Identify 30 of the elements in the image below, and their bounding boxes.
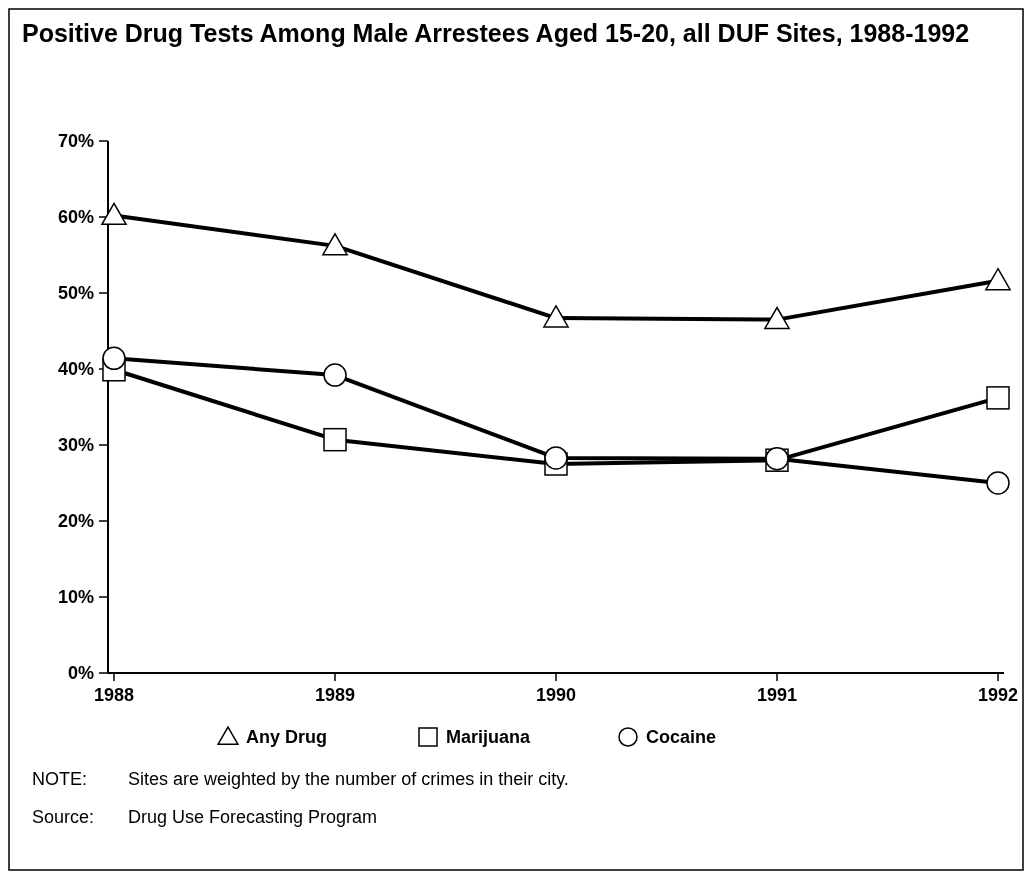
y-tick-label: 20% xyxy=(57,511,94,532)
x-tick-label: 1988 xyxy=(93,685,135,705)
point xyxy=(764,306,790,330)
y-tick-label: 70% xyxy=(57,131,94,152)
point xyxy=(323,363,347,387)
chart-title: Positive Drug Tests Among Male Arrestees Aged 15-20, all DUF Sites, 1988-1992 xyxy=(22,18,971,49)
x-tick-label: 1989 xyxy=(314,685,356,705)
y-tick-label: 50% xyxy=(57,283,94,304)
x-tick-label: 1992 xyxy=(977,685,1019,705)
y-tick-label: 0% xyxy=(67,663,94,684)
legend-label: Cocaine xyxy=(646,727,717,747)
y-tick-label: 40% xyxy=(57,359,94,380)
point xyxy=(101,202,127,226)
point xyxy=(986,471,1010,495)
text: Source: Drug Use Forecasting Program xyxy=(32,807,378,827)
legend-label: Any Drug xyxy=(246,727,327,747)
point xyxy=(322,233,348,256)
y-tick-label: 30% xyxy=(57,435,94,456)
legend-label: Marijuana xyxy=(446,727,532,747)
y-tick-label: 10% xyxy=(57,587,94,608)
x-tick-label: 1991 xyxy=(756,685,798,705)
point xyxy=(544,446,568,470)
y-tick-label: 60% xyxy=(57,207,94,228)
point xyxy=(985,267,1011,291)
point xyxy=(102,346,126,371)
point xyxy=(986,386,1010,410)
x-tick-label: 1990 xyxy=(535,685,577,705)
point xyxy=(543,305,569,328)
text: NOTE: Sites are weighted by the number of crimes in their city. xyxy=(32,769,569,789)
point xyxy=(323,427,347,452)
